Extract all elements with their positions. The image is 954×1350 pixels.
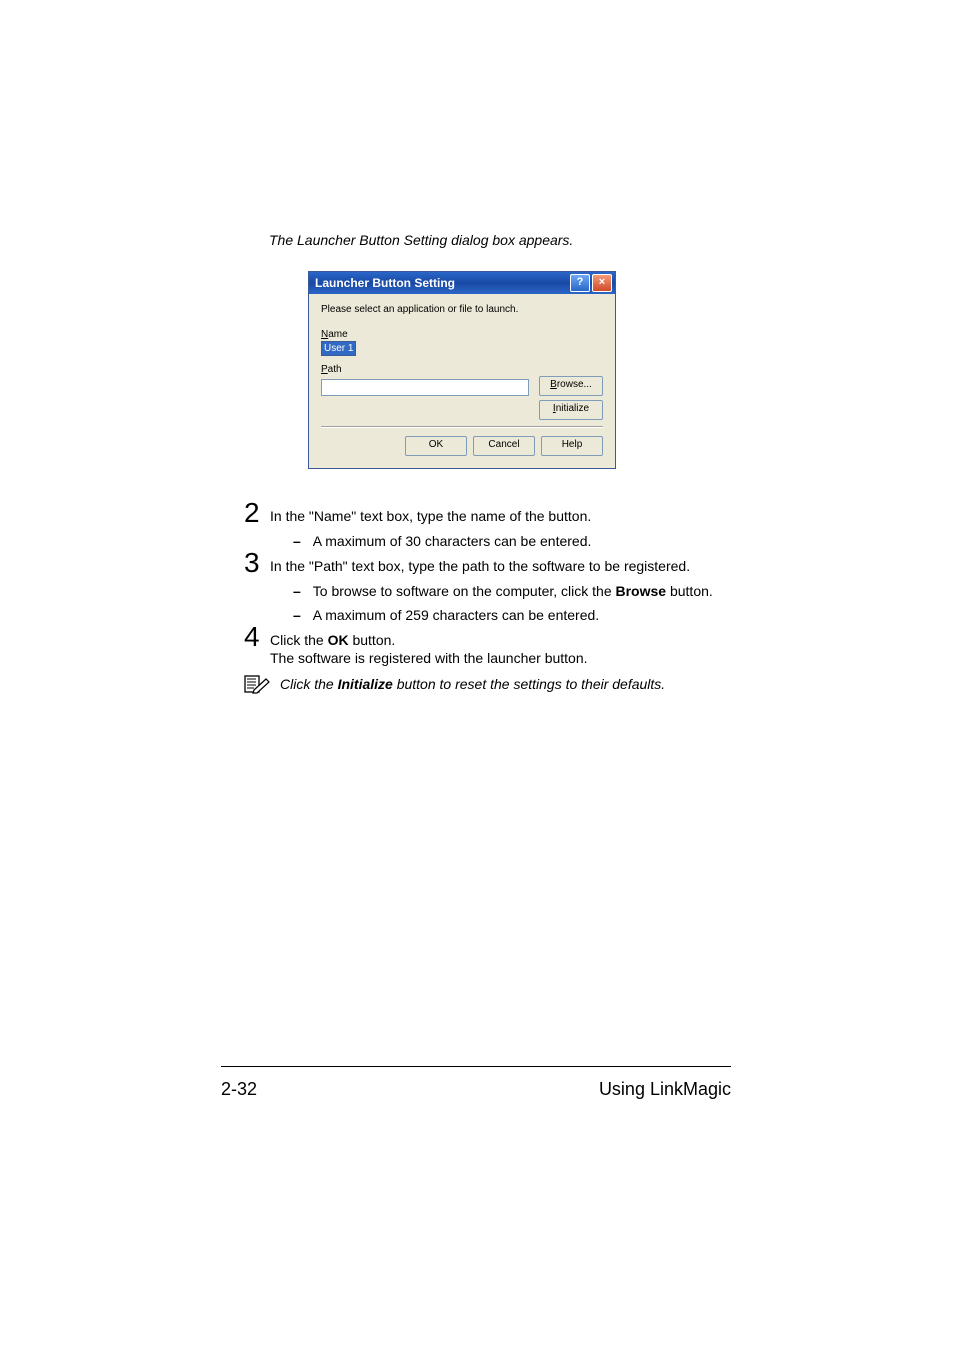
help-button[interactable]: Help [541,436,603,456]
name-label: Name [321,329,491,340]
step-number-4: 4 [244,623,268,651]
dialog-divider [321,426,603,428]
step-2: 2 In the "Name" text box, type the name … [244,499,591,527]
dash-icon: – [293,607,301,623]
dialog-title: Launcher Button Setting [315,276,455,290]
note-icon [244,674,270,694]
intro-text: The Launcher Button Setting dialog box a… [269,232,573,248]
bullet-text: A maximum of 259 characters can be enter… [313,607,599,623]
dialog-titlebar: Launcher Button Setting ? × [309,272,615,294]
dialog-instruction: Please select an application or file to … [321,304,603,315]
titlebar-button-group: ? × [570,274,612,292]
step-4-subtext: The software is registered with the laun… [270,650,588,666]
step-4: 4 Click the OK button. [244,623,395,651]
name-input[interactable]: User 1 [321,341,356,356]
footer-section-title: Using LinkMagic [599,1079,731,1100]
note-row: Click the Initialize button to reset the… [244,674,665,694]
step-3-text: In the "Path" text box, type the path to… [270,558,690,574]
path-label: Path [321,364,603,375]
help-icon[interactable]: ? [570,274,590,292]
close-icon[interactable]: × [592,274,612,292]
path-field-group: Path Browse... [321,364,603,396]
browse-button[interactable]: Browse... [539,376,603,396]
dash-icon: – [293,583,301,599]
footer-page-number: 2-32 [221,1079,257,1100]
name-field-group: Name User 1 [321,329,491,356]
path-input[interactable] [321,379,529,396]
step-3-bullet-a: – To browse to software on the computer,… [293,583,713,599]
ok-button[interactable]: OK [405,436,467,456]
bullet-text: To browse to software on the computer, c… [313,583,713,599]
step-number-3: 3 [244,549,268,577]
footer-divider [221,1066,731,1067]
step-2-text: In the "Name" text box, type the name of… [270,508,591,524]
step-2-bullet-a: – A maximum of 30 characters can be ente… [293,533,591,549]
note-text: Click the Initialize button to reset the… [280,676,665,692]
step-3: 3 In the "Path" text box, type the path … [244,549,690,577]
cancel-button[interactable]: Cancel [473,436,535,456]
bullet-text: A maximum of 30 characters can be entere… [313,533,592,549]
dialog-body: Please select an application or file to … [309,294,615,468]
initialize-button[interactable]: Initialize [539,400,603,420]
step-number-2: 2 [244,499,268,527]
step-4-text: Click the OK button. [270,632,395,648]
dash-icon: – [293,533,301,549]
launcher-dialog: Launcher Button Setting ? × Please selec… [308,271,616,469]
step-3-bullet-b: – A maximum of 259 characters can be ent… [293,607,599,623]
